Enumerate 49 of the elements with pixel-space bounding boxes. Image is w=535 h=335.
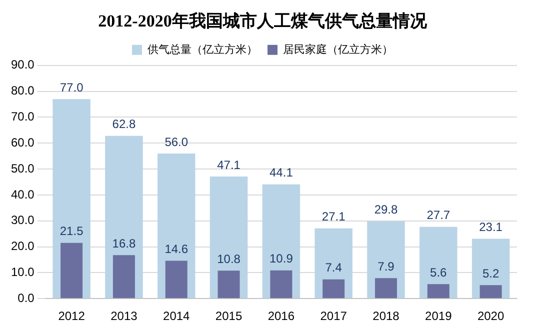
x-tick-label: 2017 (320, 309, 348, 324)
y-tick-label: 50.0 (10, 161, 35, 176)
data-label: 16.8 (112, 236, 136, 250)
x-tick-label: 2013 (110, 309, 138, 324)
data-label: 7.4 (325, 260, 342, 275)
data-label: 5.6 (430, 265, 448, 280)
bar (112, 255, 135, 298)
data-label: 27.7 (426, 208, 450, 222)
data-label: 44.1 (270, 166, 294, 180)
bar (60, 242, 83, 298)
x-tick-label: 2019 (425, 309, 452, 324)
data-label: 10.8 (217, 252, 241, 266)
data-label: 7.9 (378, 259, 395, 274)
x-tick-label: 2020 (477, 309, 504, 324)
y-tick-label: 70.0 (10, 110, 35, 124)
data-label: 10.9 (270, 252, 294, 266)
y-tick-label: 10.0 (10, 265, 35, 279)
x-tick-label: 2012 (58, 309, 86, 324)
x-tick-label: 2015 (215, 309, 242, 324)
data-label: 47.1 (217, 158, 241, 172)
bar (218, 270, 240, 298)
data-label: 77.0 (60, 80, 84, 94)
x-tick-label: 2018 (372, 309, 400, 324)
y-tick-label: 80.0 (10, 84, 35, 98)
y-tick-label: 20.0 (10, 239, 35, 254)
data-label: 29.8 (374, 202, 398, 217)
bar (374, 278, 397, 298)
y-tick-label: 30.0 (10, 213, 35, 228)
data-label: 27.1 (322, 210, 346, 224)
data-label: 14.6 (164, 242, 188, 256)
y-tick-label: 0.0 (18, 290, 35, 305)
legend-label: 居民家庭（亿立方米） (283, 42, 393, 56)
y-tick-label: 60.0 (10, 135, 35, 150)
bar (427, 284, 450, 298)
x-tick-label: 2016 (268, 309, 295, 324)
data-label: 56.0 (164, 134, 188, 149)
chart-title: 2012-2020年我国城市人工煤气供气总量情况 (98, 12, 428, 31)
bar (165, 260, 188, 298)
y-tick-label: 90.0 (10, 58, 35, 72)
data-label: 23.1 (479, 220, 503, 234)
bar (480, 285, 502, 298)
bar (322, 279, 345, 298)
data-label: 21.5 (60, 224, 84, 238)
legend-label: 供气总量（亿立方米） (148, 42, 258, 56)
data-label: 62.8 (112, 117, 136, 132)
y-tick-label: 40.0 (10, 187, 35, 202)
bar (270, 270, 292, 298)
data-label: 5.2 (482, 266, 500, 280)
x-tick-label: 2014 (163, 309, 190, 324)
